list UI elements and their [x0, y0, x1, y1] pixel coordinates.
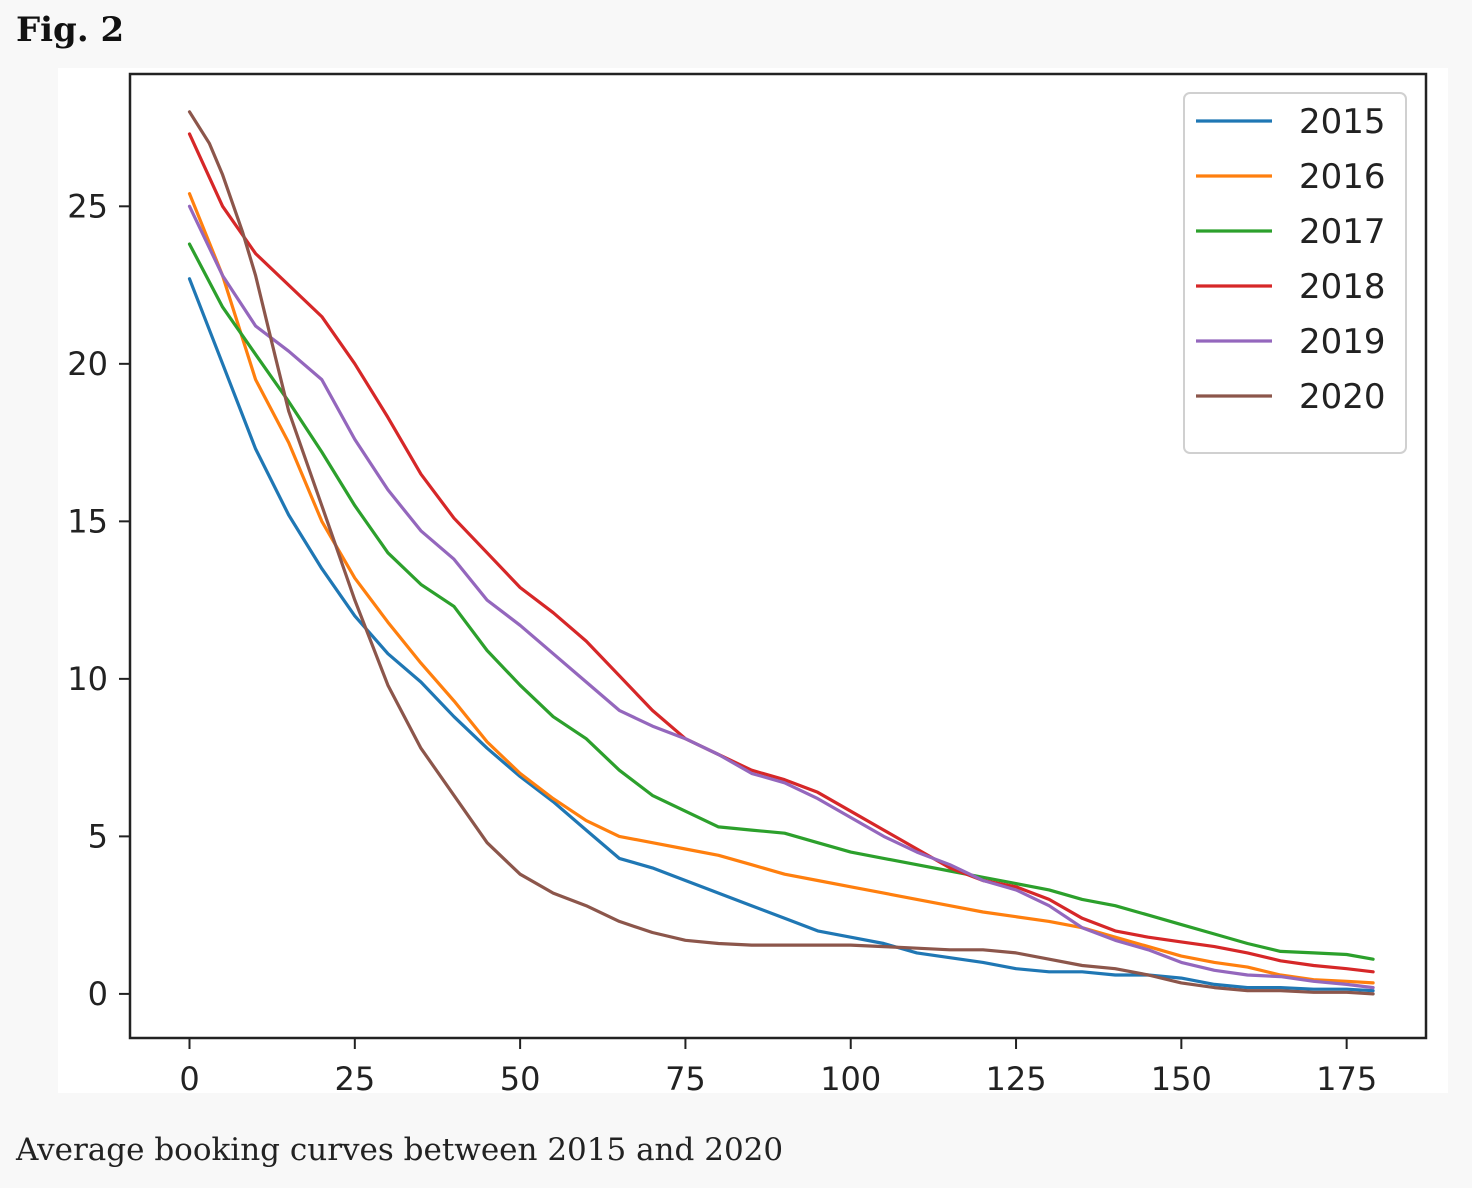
x-tick-label: 175 [1316, 1060, 1377, 1093]
legend-box [1183, 92, 1407, 454]
series-line-2018 [187, 132, 1375, 974]
x-tick-label: 0 [179, 1060, 199, 1093]
x-axis: 0 25 50 75 100 125 150 175 [179, 1038, 1377, 1093]
series-line-2019 [187, 204, 1375, 990]
legend-label-2020: 2020 [1299, 377, 1386, 417]
y-tick-label: 15 [67, 502, 108, 540]
plot-frame [128, 72, 1428, 1040]
legend-label-2016: 2016 [1299, 157, 1386, 197]
x-tick-label: 125 [986, 1060, 1047, 1093]
figure-caption: Average booking curves between 2015 and … [16, 1132, 784, 1168]
legend-label-2019: 2019 [1299, 322, 1386, 362]
legend-label-2017: 2017 [1299, 212, 1386, 252]
series-line-2020 [187, 110, 1375, 996]
y-tick-label: 0 [88, 975, 108, 1013]
series-line-2016 [187, 192, 1375, 985]
x-tick-label: 50 [500, 1060, 541, 1093]
series-lines [187, 110, 1375, 996]
legend-label-2015: 2015 [1299, 102, 1386, 142]
series-line-2017 [187, 242, 1375, 961]
x-tick-label: 25 [334, 1060, 375, 1093]
legend-label-2018: 2018 [1299, 267, 1386, 307]
x-tick-label: 75 [665, 1060, 706, 1093]
figure-label: Fig. 2 [16, 10, 125, 50]
legend: 2015 2016 2017 2018 2019 2020 [1183, 92, 1407, 454]
y-tick-label: 10 [67, 660, 108, 698]
x-tick-label: 150 [1151, 1060, 1212, 1093]
y-tick-label: 20 [67, 345, 108, 383]
series-line-2015 [187, 277, 1375, 993]
x-tick-label: 100 [820, 1060, 881, 1093]
chart-figure: 0 25 50 75 100 125 150 175 0 5 10 15 20 25 2015 2016 2… [58, 68, 1448, 1093]
y-tick-label: 5 [88, 817, 108, 855]
y-tick-label: 25 [67, 187, 108, 225]
y-axis: 0 5 10 15 20 25 [67, 187, 130, 1013]
